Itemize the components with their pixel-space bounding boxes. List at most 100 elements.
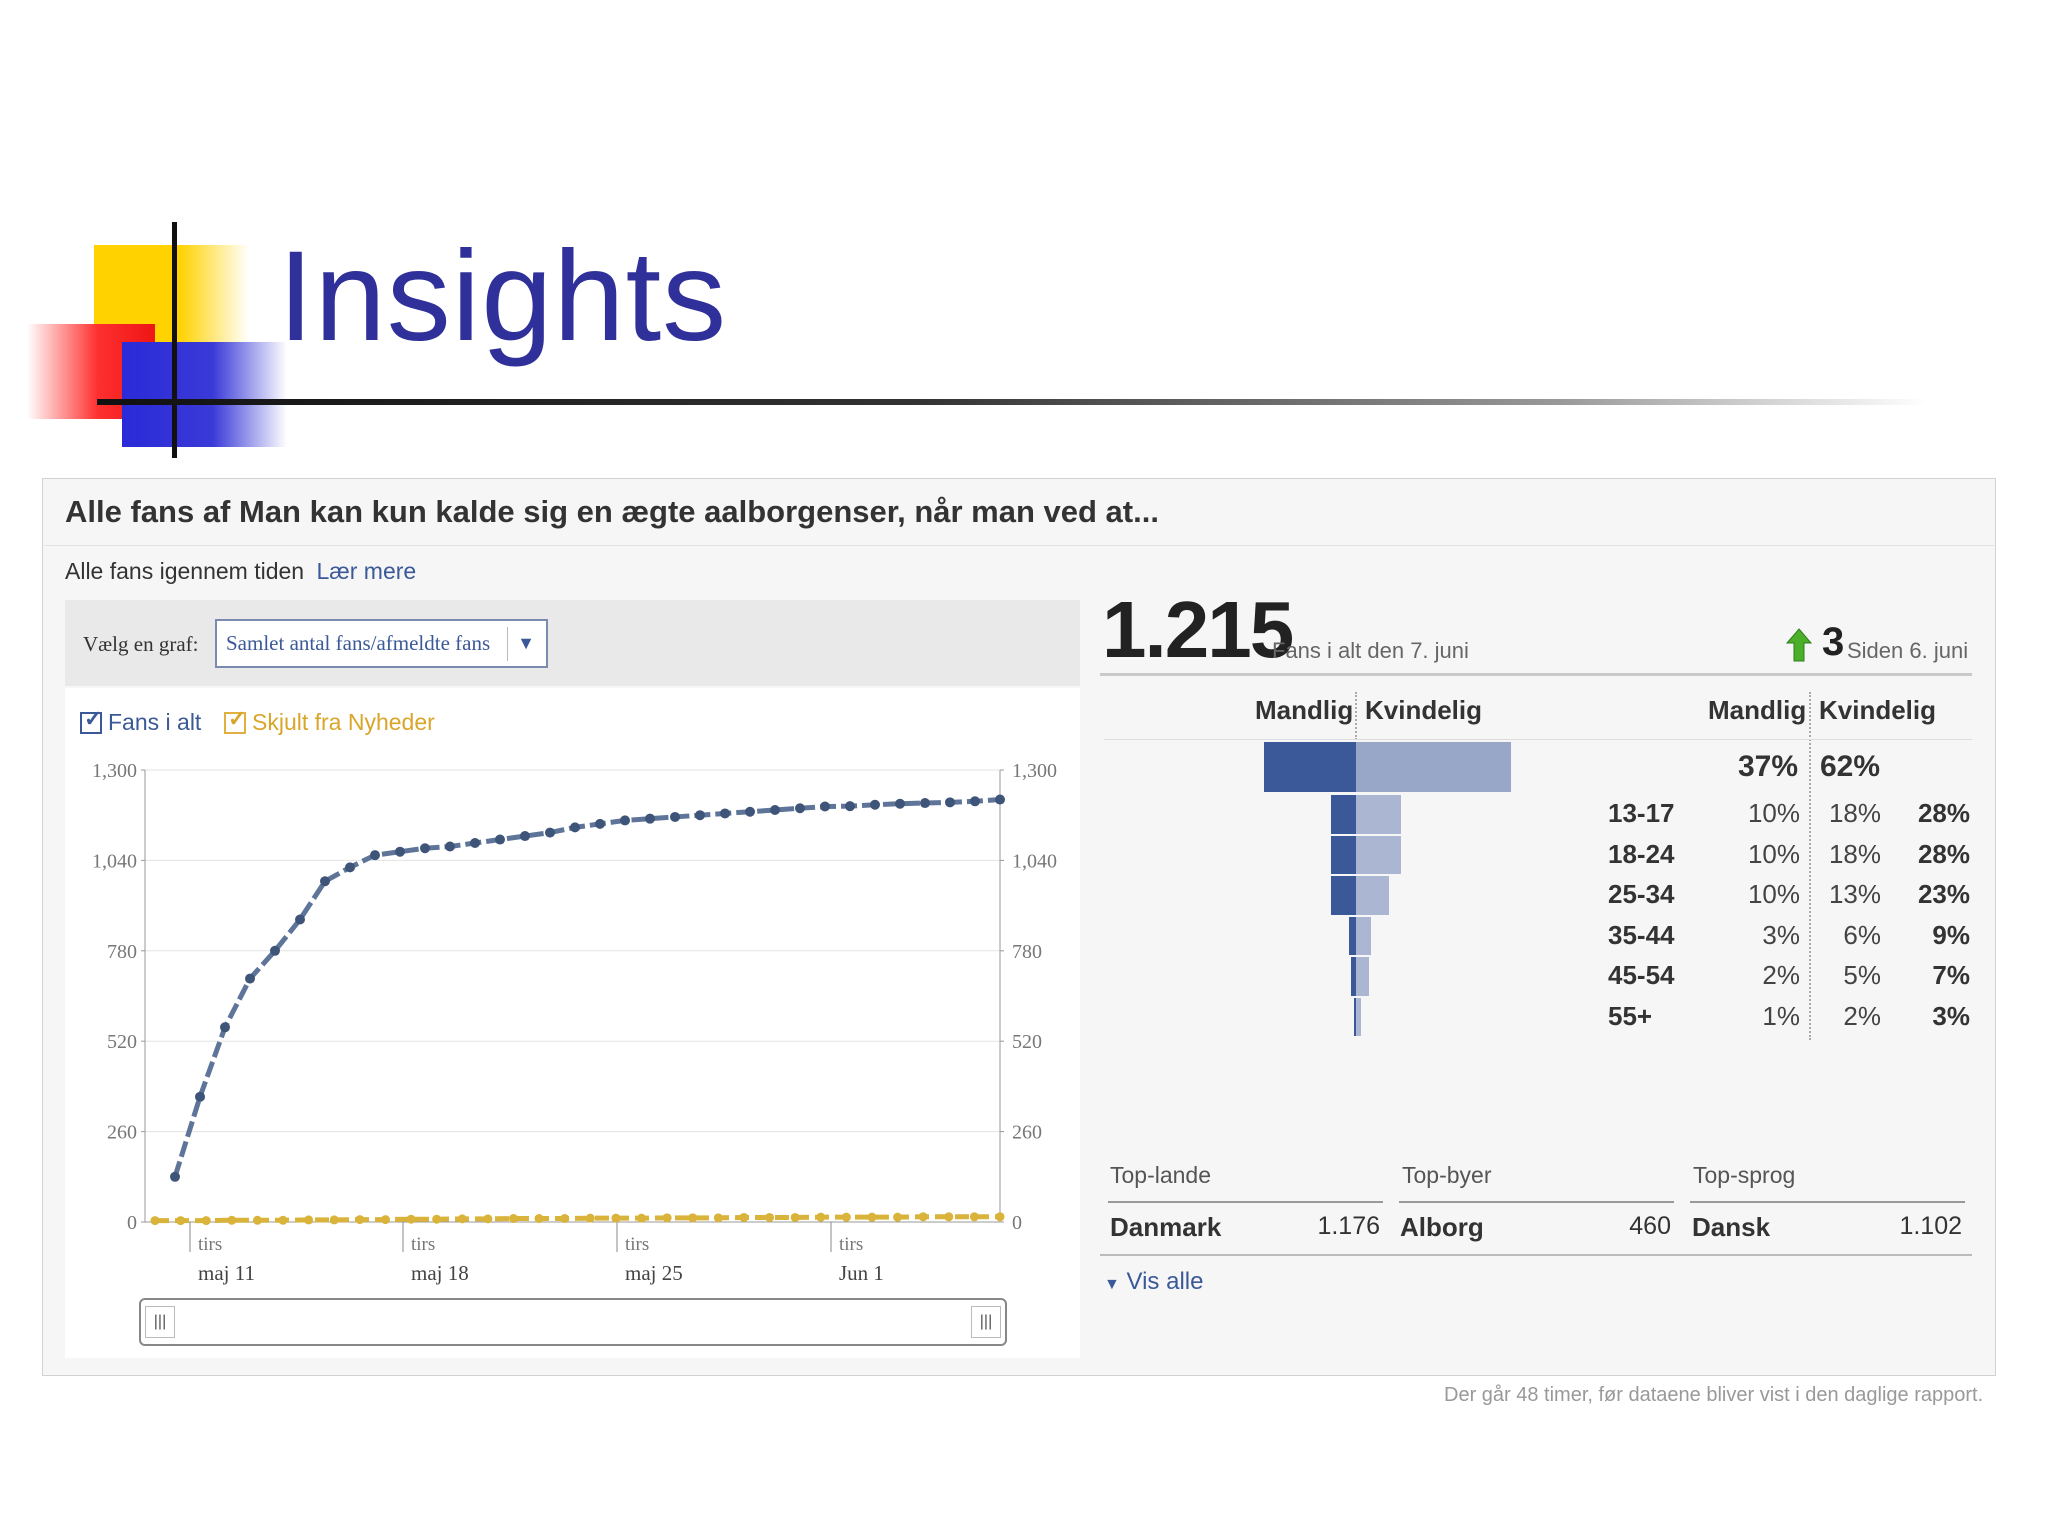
- data-point-fans-total: [470, 838, 480, 849]
- scroll-handle-right[interactable]: |||: [971, 1306, 1001, 1338]
- y-axis-tick-label-right: 520: [1012, 1031, 1042, 1053]
- data-point-fans-total: [870, 799, 880, 810]
- age-female-percent: 5%: [1843, 960, 1881, 990]
- data-point-hidden: [611, 1213, 621, 1223]
- data-point-hidden: [893, 1212, 903, 1222]
- checkbox-checked-icon[interactable]: ✓: [80, 706, 102, 734]
- total-male-bar: [1263, 742, 1356, 792]
- chart-range-scrollbar[interactable]: ||| |||: [139, 1298, 1007, 1346]
- total-fans-label: Fans i alt den 7. juni: [1272, 638, 1469, 663]
- data-point-fans-total: [970, 796, 980, 807]
- data-point-fans-total: [770, 804, 780, 815]
- data-point-hidden: [380, 1215, 390, 1225]
- age-male-percent: 3%: [1762, 919, 1800, 950]
- arrow-up-icon: [1786, 628, 1812, 662]
- chevron-down-icon: ▼: [517, 633, 535, 653]
- checkbox-checked-icon[interactable]: ✓: [224, 706, 246, 734]
- age-bar-female: [1356, 835, 1401, 874]
- data-point-fans-total: [345, 862, 355, 873]
- data-point-hidden: [457, 1214, 467, 1224]
- data-point-hidden: [841, 1212, 851, 1222]
- y-axis-tick-label: 260: [107, 1122, 137, 1144]
- graph-select-value: Samlet antal fans/afmeldte fans: [226, 631, 491, 655]
- age-total-percent: 28%: [1917, 838, 1970, 869]
- header-dotted-divider: [1355, 692, 1357, 740]
- data-point-hidden: [637, 1213, 647, 1223]
- fans-change-label: Siden 6. juni: [1847, 638, 1969, 663]
- data-point-hidden: [534, 1214, 544, 1224]
- x-axis-tick-day: tirs: [625, 1234, 649, 1255]
- legend-hidden-from-news[interactable]: ✓ Skjult fra Nyheder: [224, 706, 435, 736]
- age-bar-female: [1356, 876, 1389, 915]
- data-point-fans-total: [895, 798, 905, 809]
- data-point-hidden: [867, 1212, 877, 1222]
- data-point-hidden: [713, 1213, 723, 1223]
- scroll-handle-left[interactable]: |||: [145, 1306, 175, 1338]
- y-axis-tick-label-right: 260: [1012, 1122, 1042, 1144]
- age-male-percent: 2%: [1762, 960, 1800, 990]
- subheading-text: Alle fans igennem tiden: [65, 558, 305, 584]
- age-male-percent: 10%: [1747, 798, 1800, 828]
- graph-select-dropdown[interactable]: Samlet antal fans/afmeldte fans ▼: [215, 619, 548, 668]
- languages-underline: [1690, 1201, 1965, 1203]
- x-axis-tick-date: maj 18: [411, 1261, 469, 1285]
- data-point-hidden: [765, 1212, 775, 1222]
- data-point-fans-total: [420, 843, 430, 854]
- x-axis-tick-date: Jun 1: [839, 1261, 884, 1285]
- data-point-fans-total: [495, 834, 505, 845]
- top-city: Alborg: [1400, 1212, 1484, 1242]
- age-group-label: 45-54: [1608, 960, 1675, 990]
- female-total-percent: 62%: [1820, 750, 1881, 783]
- data-point-hidden: [201, 1216, 211, 1226]
- legend-fans-total[interactable]: ✓ Fans i alt: [80, 706, 202, 736]
- chart-header-female: Kvindelig: [1365, 695, 1483, 725]
- top-language-count: 1.102: [1899, 1212, 1962, 1240]
- data-point-fans-total: [695, 810, 705, 821]
- chart-header-male: Mandlig: [1255, 695, 1354, 725]
- data-point-fans-total: [670, 811, 680, 822]
- data-point-hidden: [304, 1215, 314, 1225]
- data-point-fans-total: [945, 797, 955, 808]
- cities-underline: [1399, 1201, 1674, 1203]
- data-point-fans-total: [545, 827, 555, 838]
- deco-vertical-line: [172, 222, 177, 458]
- series-line-hidden: [155, 1214, 1000, 1224]
- deco-horizontal-line: [97, 399, 1927, 405]
- y-axis-tick-label-right: 0: [1012, 1212, 1022, 1234]
- age-bar-male: [1348, 916, 1356, 955]
- x-axis-tick-day: tirs: [411, 1234, 435, 1255]
- data-point-hidden: [227, 1215, 237, 1225]
- countries-underline: [1108, 1201, 1383, 1203]
- x-axis-tick-day: tirs: [198, 1234, 222, 1255]
- x-axis-tick-day: tirs: [839, 1234, 863, 1255]
- age-female-percent: 18%: [1828, 798, 1881, 828]
- subheading: Alle fans igennem tiden Lær mere: [65, 558, 416, 585]
- top-cities-header: Top-byer: [1402, 1162, 1492, 1188]
- data-point-fans-total: [795, 803, 805, 814]
- y-axis-tick-label: 1,300: [92, 760, 137, 782]
- y-axis-tick-label: 0: [127, 1212, 137, 1234]
- data-point-fans-total: [570, 822, 580, 833]
- data-point-fans-total: [820, 801, 830, 812]
- legend-fans-total-label: Fans i alt: [108, 709, 202, 735]
- data-point-hidden: [816, 1212, 826, 1222]
- page-heading: Alle fans af Man kan kun kalde sig en æg…: [65, 494, 1159, 529]
- data-point-hidden: [252, 1215, 262, 1225]
- top-language: Dansk: [1692, 1212, 1771, 1242]
- top-lists-bottom-line: [1100, 1254, 1972, 1256]
- top-countries-header: Top-lande: [1110, 1162, 1212, 1188]
- data-point-fans-total: [320, 876, 330, 887]
- data-point-hidden: [969, 1212, 979, 1222]
- data-point-hidden: [483, 1214, 493, 1224]
- data-point-fans-total: [720, 808, 730, 819]
- deco-blue-square: [122, 342, 287, 447]
- age-female-percent: 13%: [1828, 879, 1881, 909]
- age-total-percent: 3%: [1932, 1000, 1970, 1031]
- y-axis-tick-label: 780: [107, 941, 137, 963]
- data-point-hidden: [560, 1214, 570, 1224]
- data-point-fans-total: [445, 841, 455, 852]
- data-point-hidden: [585, 1213, 595, 1223]
- stats-divider: [1100, 673, 1972, 676]
- learn-more-link[interactable]: Lær mere: [316, 558, 417, 584]
- show-all-link[interactable]: ▼ Vis alle: [1104, 1268, 1203, 1296]
